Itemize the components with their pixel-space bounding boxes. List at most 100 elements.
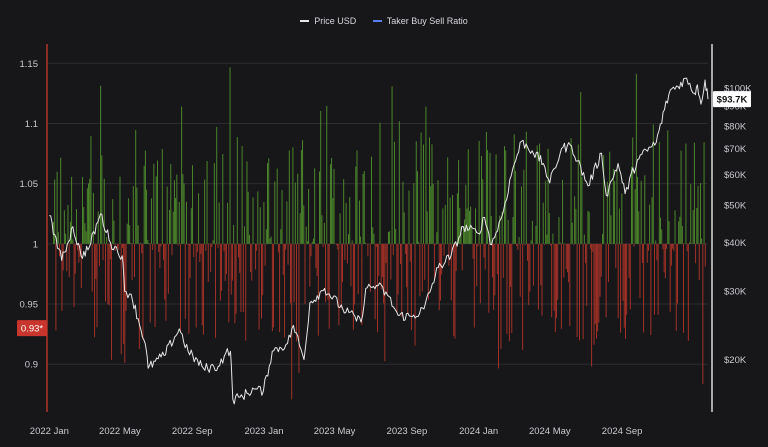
legend-item-price[interactable]: Price USD [300,16,356,26]
ratio-bar [697,185,699,244]
ratio-bar [319,171,320,244]
ratio-bar [634,189,636,244]
ratio-bar [516,243,518,246]
ratio-bar [530,240,532,244]
ratio-bar [316,243,318,276]
ratio-bar [204,179,206,244]
ratio-bar [670,243,672,266]
ratio-bar [657,243,659,315]
ratio-bar [281,189,283,244]
ratio-bar [410,243,412,331]
legend-label-ratio: Taker Buy Sell Ratio [386,16,468,26]
ratio-bar [227,202,229,244]
ratio-bar [78,243,80,263]
ratio-bar [107,243,109,305]
ratio-bar [623,243,625,328]
ratio-bar [282,243,284,275]
ratio-bar [283,243,285,338]
ratio-bar [375,243,377,247]
ratio-bar [381,243,383,277]
ratio-bar [302,140,304,244]
ratio-bar [644,175,646,244]
ratio-bar [143,165,145,244]
ratio-bar [548,212,550,244]
ratio-bar [658,141,660,244]
ratio-bar [361,243,363,325]
ratio-bar [344,243,346,260]
ratio-bar [305,226,307,244]
ratio-bar [183,183,185,244]
ratio-bar [586,243,588,307]
ratio-bar [350,243,352,287]
ratio-bar [566,243,568,273]
ratio-bar [550,243,551,246]
ratio-bar [394,141,395,244]
ratio-bar [462,229,464,244]
ratio-bar [467,149,469,244]
ratio-bar [199,243,201,262]
ratio-bar [181,106,183,244]
ratio-bar [192,165,194,244]
ratio-bar [444,204,446,244]
ratio-bar [533,243,535,286]
ratio-bar [495,154,497,244]
ratio-bar [606,181,608,244]
right-tick-label-5: $50K [724,201,747,212]
ratio-bar [355,166,357,244]
ratio-bar [277,243,279,253]
ratio-bar [582,243,584,340]
ratio-bar [322,243,324,248]
ratio-bar [328,243,330,329]
ratio-bar [246,161,248,244]
ratio-bar [117,243,119,249]
ratio-bar [397,243,399,295]
ratio-bar [233,224,235,244]
ratio-bar [236,137,238,244]
left-tick-label-5: 0.9 [25,360,38,371]
ratio-bar [176,174,178,244]
ratio-bar [637,176,639,244]
ratio-bar [195,243,197,328]
ratio-bar [61,243,63,311]
ratio-bar [337,243,339,250]
ratio-bar [656,243,658,261]
ratio-bar [562,179,564,244]
ratio-bar [298,243,300,373]
ratio-bar [367,243,369,257]
ratio-bar [704,243,706,267]
ratio-bar [529,243,531,292]
ratio-bar [256,243,258,251]
x-tick-label-1: 2022 May [99,426,141,437]
ratio-bar [609,151,611,244]
ratio-tag-label: 0.93* [21,324,43,335]
ratio-bar [279,243,281,333]
ratio-bar [357,243,359,295]
ratio-bar [692,210,694,244]
ratio-bar [542,202,544,244]
ratio-bar [160,243,162,247]
ratio-bar [654,243,655,315]
ratio-bar [507,219,509,244]
ratio-bar [131,243,133,281]
legend-item-ratio[interactable]: Taker Buy Sell Ratio [372,16,468,26]
ratio-bar [165,243,167,321]
ratio-bar [106,236,108,244]
ratio-bar [100,85,102,244]
ratio-bar [294,182,296,244]
ratio-bar [82,176,83,244]
ratio-bar [267,163,268,244]
ratio-bar [89,178,91,244]
ratio-bar [327,243,329,300]
ratio-bar [499,215,501,244]
ratio-bar [317,243,319,336]
ratio-bar [698,243,700,280]
ratio-bar [235,243,237,314]
ratio-bar [379,122,381,244]
ratio-bar [448,243,450,266]
ratio-bar [147,239,149,244]
ratio-bar [547,148,549,244]
ratio-bar [523,169,525,244]
ratio-bar [608,243,609,283]
ratio-bar [259,207,261,244]
ratio-bar [142,243,144,340]
